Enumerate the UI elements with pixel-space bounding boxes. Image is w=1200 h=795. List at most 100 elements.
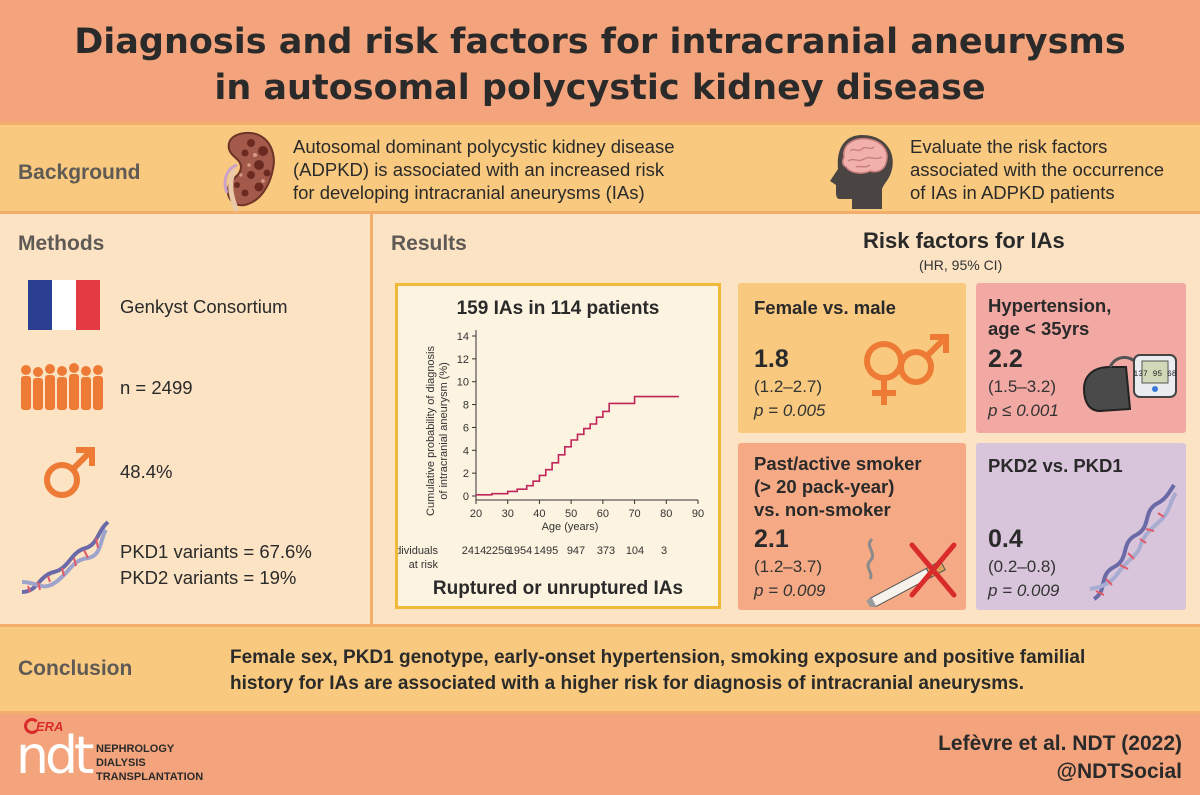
- pkd2-variants-text: PKD2 variants = 19%: [120, 567, 297, 588]
- crowd-icon: [21, 363, 103, 410]
- at-risk-value: 104: [626, 545, 644, 557]
- pkd1-variants-text: PKD1 variants = 67.6%: [120, 541, 312, 562]
- blood-pressure-monitor-icon: 137 95 68: [1082, 354, 1177, 413]
- chart-title: 159 IAs in 114 patients: [456, 298, 660, 319]
- ndt-logo-text: ndt: [16, 726, 94, 786]
- risk-factors-title: Risk factors for IAs: [863, 228, 1065, 253]
- dna-icon: [21, 520, 110, 594]
- y-axis-label-line-2: of intracranial aneurysm (%): [438, 362, 450, 500]
- at-risk-value: 1954: [508, 545, 532, 557]
- y-tick-label: 6: [463, 422, 469, 434]
- female-card-title: Female vs. male: [754, 297, 896, 318]
- brain-head-icon: [830, 135, 893, 209]
- chart-plot: Cumulative probability of diagnosis of i…: [398, 330, 704, 571]
- at-risk-value: 3: [661, 545, 667, 557]
- citation: Lefèvre et al. NDT (2022): [938, 732, 1182, 755]
- ndt-logo: ERA ndt: [14, 718, 94, 790]
- background-section: Background Autosomal dominant polycystic…: [0, 122, 1200, 214]
- hypertension-ci: (1.5–3.2): [988, 377, 1057, 396]
- smoker-card-title-3: vs. non-smoker: [754, 499, 891, 520]
- at-risk-label-line-2: at risk: [409, 559, 439, 571]
- smoker-p-value: p = 0.009: [754, 581, 826, 600]
- background-left-line: for developing intracranial aneurysms (I…: [293, 182, 645, 203]
- x-tick-label: 40: [533, 508, 545, 520]
- hypertension-hr-value: 2.2: [988, 345, 1023, 373]
- y-tick-label: 10: [457, 377, 469, 389]
- cumulative-probability-line: [476, 395, 679, 496]
- y-tick-label: 0: [463, 491, 469, 503]
- france-flag-icon: [28, 280, 100, 330]
- y-tick-label: 4: [463, 445, 469, 457]
- conclusion-line-2: history for IAs are associated with a hi…: [230, 673, 1025, 694]
- at-risk-value: 947: [567, 545, 585, 557]
- pkd2-p-value: p = 0.009: [988, 581, 1060, 600]
- at-risk-value: 373: [597, 545, 615, 557]
- smoker-card-title-1: Past/active smoker: [754, 453, 922, 474]
- journal-name: NEPHROLOGY DIALYSIS TRANSPLANTATION: [96, 742, 203, 784]
- x-tick-label: 90: [692, 508, 704, 520]
- male-symbol-icon: [44, 447, 95, 498]
- dna-icon: [1089, 483, 1178, 601]
- methods-label: Methods: [18, 232, 105, 255]
- page-title-line-2: in autosomal polycystic kidney disease: [214, 68, 986, 108]
- methods-section: Methods Genkyst Consortium n = 2499 48.4…: [0, 214, 373, 624]
- no-smoking-icon: [866, 537, 957, 607]
- pkd2-hr-value: 0.4: [988, 525, 1023, 553]
- smoker-card-title-2: (> 20 pack-year): [754, 476, 895, 497]
- x-tick-label: 30: [502, 508, 514, 520]
- at-risk-value: 1495: [534, 545, 558, 557]
- smoker-ci: (1.2–3.7): [754, 557, 823, 576]
- monitor-readout: 137 95 68: [1133, 370, 1176, 379]
- kaplan-meier-chart: 159 IAs in 114 patients Cumulative proba…: [395, 283, 721, 609]
- era-logo-text: ERA: [36, 719, 64, 734]
- background-left-line: (ADPKD) is associated with an increased …: [293, 159, 665, 180]
- sample-size-text: n = 2499: [120, 377, 193, 398]
- conclusion-line-1: Female sex, PKD1 genotype, early-onset h…: [230, 647, 1086, 668]
- x-tick-label: 60: [597, 508, 609, 520]
- y-tick-label: 12: [457, 354, 469, 366]
- y-axis-label-line-1: Cumulative probability of diagnosis: [425, 346, 437, 516]
- x-tick-label: 80: [660, 508, 672, 520]
- footer: ERA ndt NEPHROLOGY DIALYSIS TRANSPLANTAT…: [0, 714, 1200, 795]
- kidney-icon: [223, 131, 275, 213]
- conclusion-label: Conclusion: [18, 657, 133, 680]
- female-p-value: p = 0.005: [754, 401, 826, 420]
- x-axis-label: Age (years): [542, 521, 599, 533]
- x-tick-label: 50: [565, 508, 577, 520]
- results-label: Results: [391, 232, 467, 255]
- background-right-line: Evaluate the risk factors: [910, 136, 1108, 157]
- at-risk-value: 2256: [486, 545, 510, 557]
- gender-symbols-icon: [864, 334, 949, 405]
- pkd2-risk-card: PKD2 vs. PKD1 0.4 (0.2–0.8) p = 0.009: [976, 443, 1186, 610]
- male-percentage-text: 48.4%: [120, 461, 173, 482]
- y-tick-label: 2: [463, 468, 469, 480]
- journal-name-line-1: NEPHROLOGY: [96, 743, 175, 755]
- pkd2-ci: (0.2–0.8): [988, 557, 1057, 576]
- era-logo-mark: [24, 718, 40, 734]
- pkd2-card-title: PKD2 vs. PKD1: [988, 455, 1123, 476]
- chart-footer: Ruptured or unruptured IAs: [432, 578, 684, 599]
- journal-name-line-2: DIALYSIS: [96, 757, 146, 769]
- female-ci: (1.2–2.7): [754, 377, 823, 396]
- y-tick-label: 8: [463, 400, 469, 412]
- conclusion-text: Female sex, PKD1 genotype, early-onset h…: [230, 645, 1085, 697]
- conclusion-section: Conclusion Female sex, PKD1 genotype, ea…: [0, 624, 1200, 714]
- female-hr-value: 1.8: [754, 345, 789, 373]
- at-risk-value: 2414: [462, 545, 486, 557]
- background-left-text: Autosomal dominant polycystic kidney dis…: [293, 135, 675, 204]
- x-tick-label: 20: [470, 508, 482, 520]
- hypertension-risk-card: Hypertension, age < 35yrs 2.2 (1.5–3.2) …: [976, 283, 1186, 433]
- background-right-text: Evaluate the risk factors associated wit…: [910, 135, 1164, 204]
- social-handle[interactable]: @NDTSocial: [1056, 760, 1183, 783]
- background-right-line: of IAs in ADPKD patients: [910, 182, 1115, 203]
- consortium-text: Genkyst Consortium: [120, 296, 288, 317]
- at-risk-label-line-1: Individuals: [398, 545, 438, 557]
- page-title-line-1: Diagnosis and risk factors for intracran…: [74, 22, 1126, 62]
- risk-factors-subtitle: (HR, 95% CI): [919, 257, 1003, 273]
- smoker-risk-card: Past/active smoker (> 20 pack-year) vs. …: [738, 443, 966, 610]
- background-label: Background: [18, 161, 141, 184]
- journal-name-line-3: TRANSPLANTATION: [96, 771, 204, 783]
- hypertension-p-value: p ≤ 0.001: [988, 401, 1059, 420]
- female-risk-card: Female vs. male 1.8 (1.2–2.7) p = 0.005: [738, 283, 966, 433]
- title-band: Diagnosis and risk factors for intracran…: [0, 0, 1200, 122]
